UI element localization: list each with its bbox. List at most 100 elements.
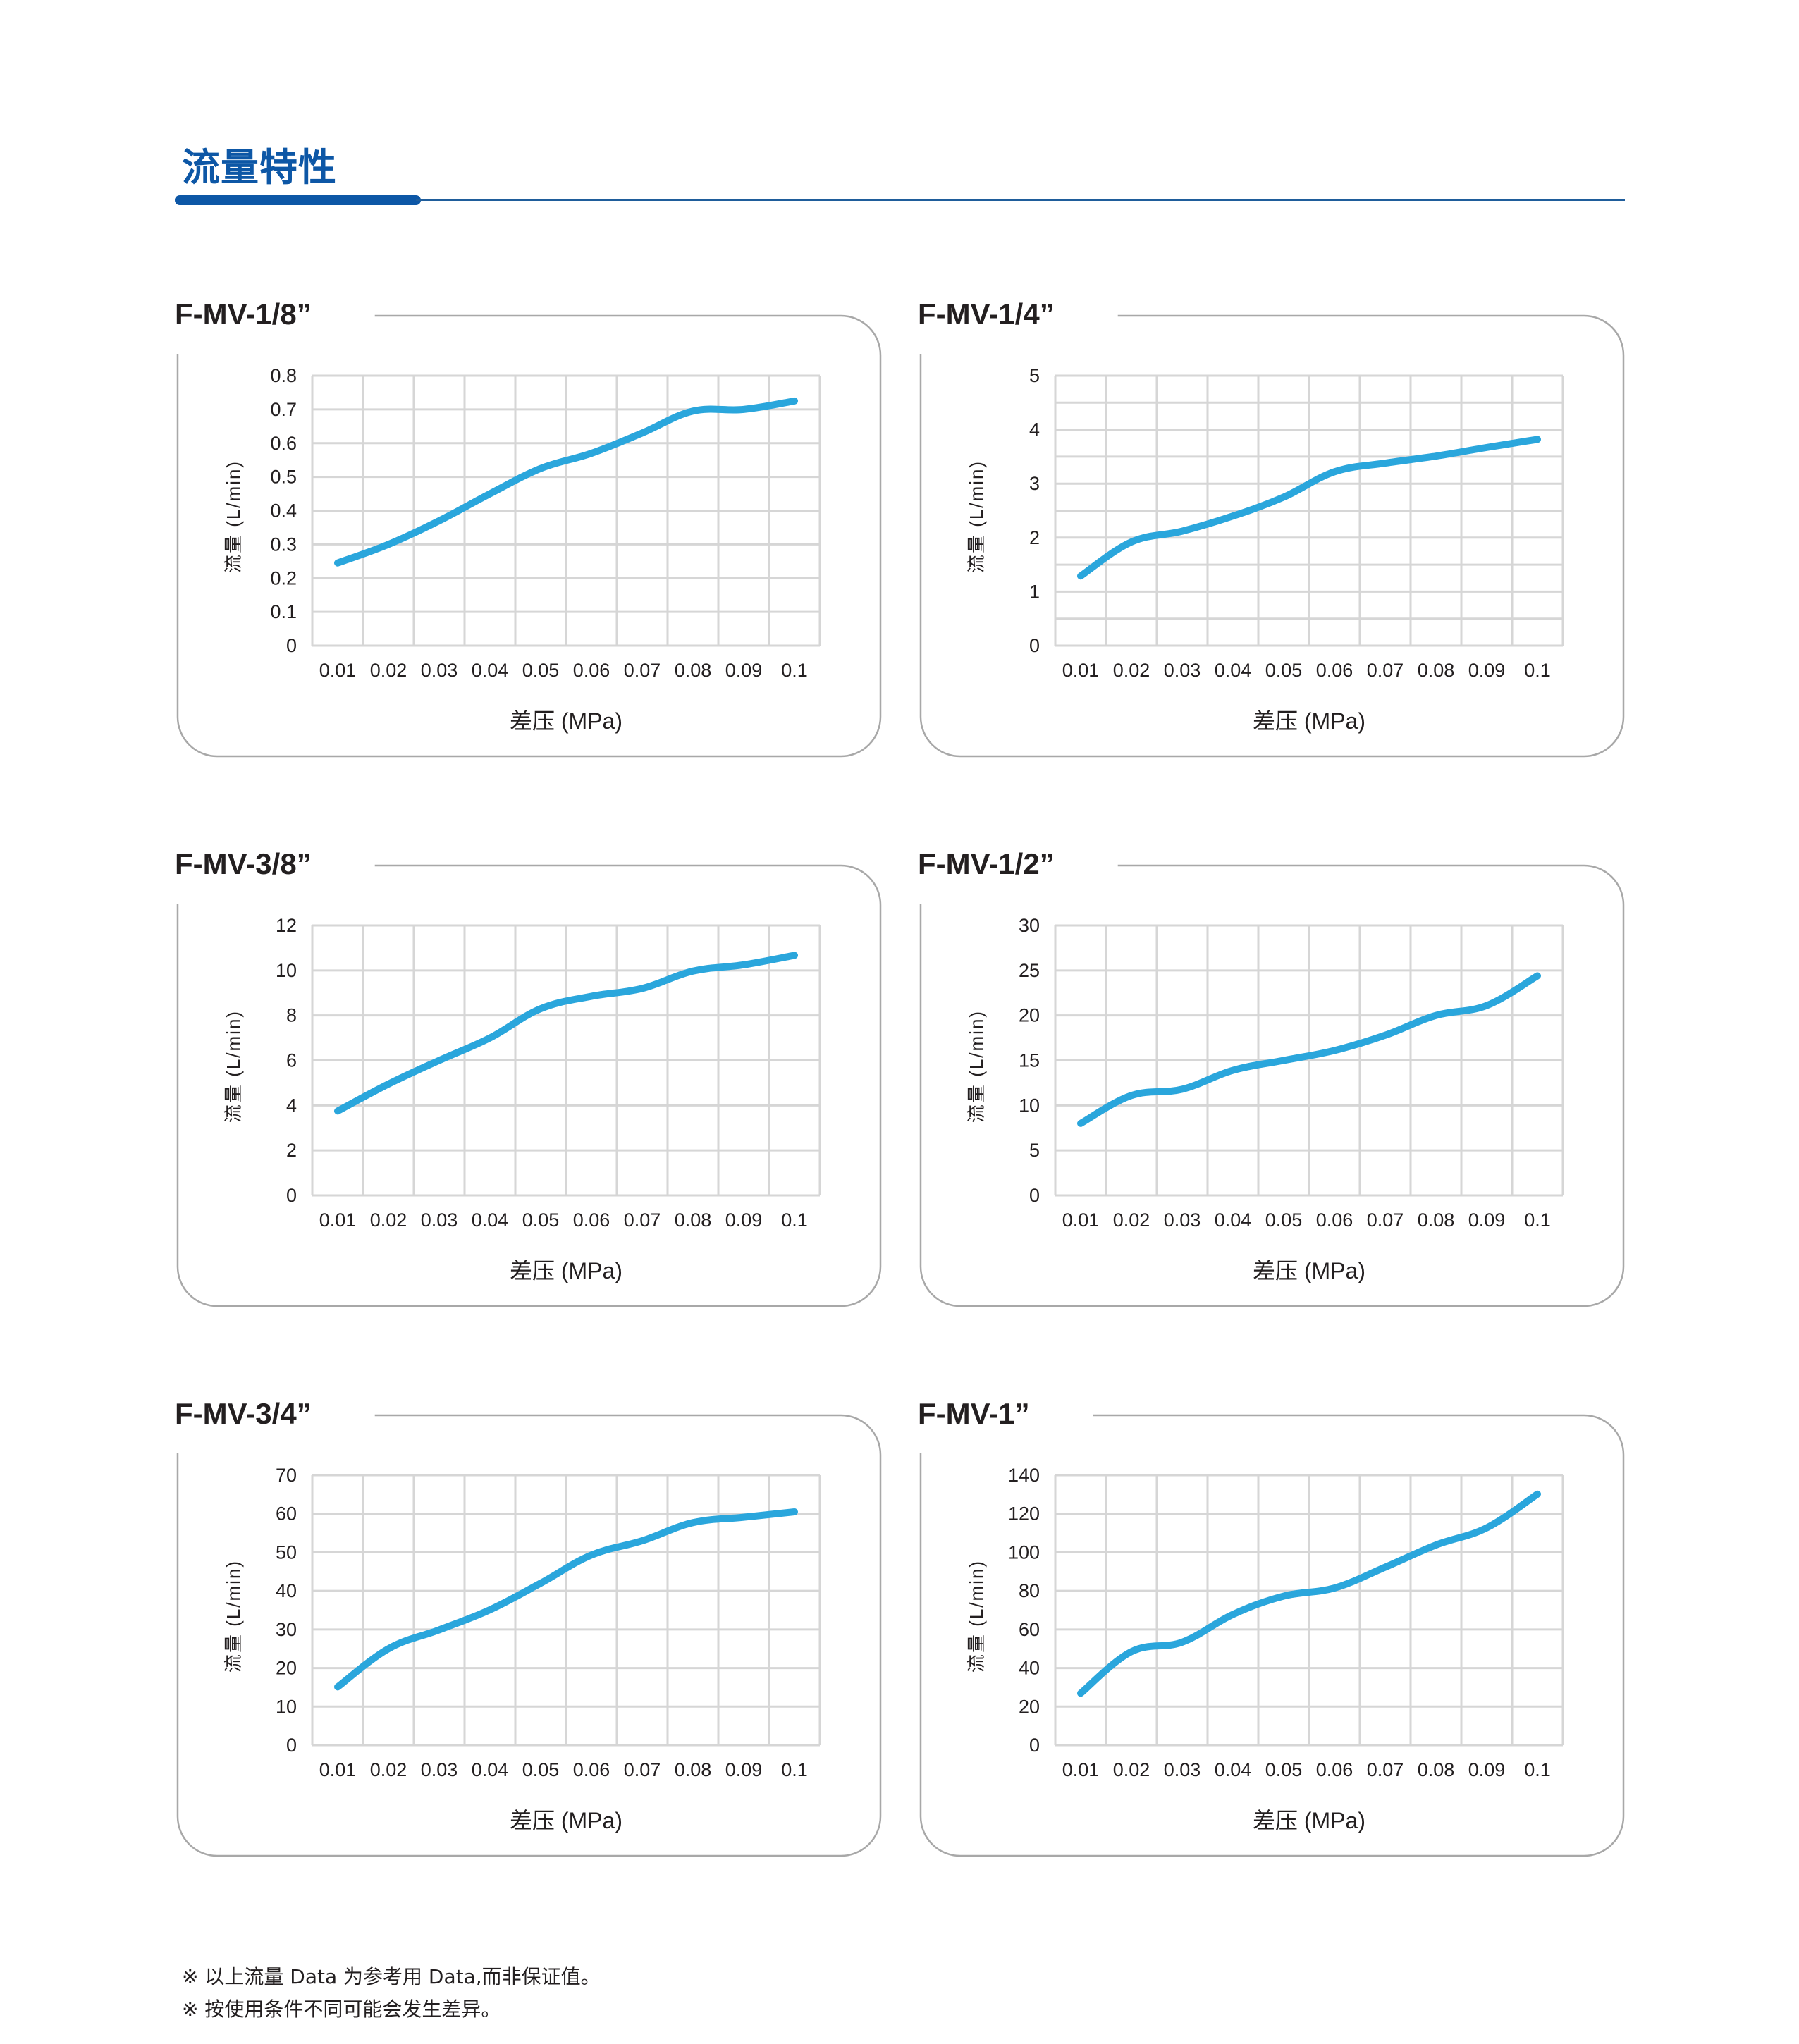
y-tick-label: 3 [1029,473,1040,494]
x-tick-label: 0.05 [1265,1759,1303,1780]
y-tick-label: 140 [1008,1465,1040,1486]
x-tick-label: 0.06 [573,660,610,681]
x-tick-label: 0.08 [1418,1209,1455,1231]
y-tick-label: 30 [276,1619,297,1640]
x-tick-label: 0.07 [1367,660,1404,681]
y-tick-label: 6 [286,1050,297,1071]
y-tick-label: 40 [276,1580,297,1601]
card-border [919,1414,1625,1857]
x-tick-label: 0.04 [472,1209,509,1231]
y-axis-title: 流量 (L/min) [223,1010,244,1123]
y-tick-label: 15 [1019,1050,1040,1071]
x-tick-label: 0.09 [725,1759,763,1780]
plot-grid [311,374,821,647]
x-tick-label: 0.07 [1367,1759,1404,1780]
y-tick-label: 8 [286,1005,297,1026]
y-tick-label: 120 [1008,1503,1040,1525]
y-tick-label: 30 [1019,915,1040,936]
y-tick-label: 0 [1029,1735,1040,1756]
x-tick-label: 0.07 [624,660,661,681]
chart-card: F-MV-1/8” 0 0.1 0.2 0.3 0.4 0.5 0.6 0.7 0.8 0.01 0.… [175,297,882,758]
y-tick-label: 10 [1019,1095,1040,1116]
chart-card: F-MV-1/4” 0 1 2 3 4 5 0.01 0.02 0.03 0.04 0.05 0.06 0… [918,297,1625,758]
x-tick-label: 0.1 [1524,1209,1551,1231]
y-tick-label: 0 [286,635,297,656]
x-tick-label: 0.01 [319,1759,357,1780]
y-tick-label: 0.2 [270,567,297,589]
chart-card: F-MV-3/8” 0 2 4 6 8 10 12 0.01 0.02 0.03 0.04 0.05 0.… [175,847,882,1307]
x-tick-label: 0.01 [319,660,357,681]
x-tick-label: 0.07 [624,1209,661,1231]
title-divider [416,199,1625,201]
plot-grid [1054,924,1564,1197]
y-tick-label: 0.3 [270,534,297,555]
card-border [919,864,1625,1307]
x-tick-label: 0.03 [1164,660,1201,681]
x-tick-label: 0.04 [472,660,509,681]
x-axis-title: 差压 (MPa) [1253,1258,1365,1283]
y-axis-title: 流量 (L/min) [966,460,987,573]
x-tick-label: 0.01 [1062,1209,1100,1231]
y-tick-label: 0.1 [270,601,297,622]
card-border [176,314,882,758]
y-axis-title: 流量 (L/min) [223,1560,244,1673]
x-tick-label: 0.1 [781,660,808,681]
x-tick-label: 0.09 [1468,1759,1506,1780]
chart-card: F-MV-3/4” 0 10 20 30 40 50 60 70 0.01 0.02 0.03 0.04… [175,1397,882,1857]
x-axis-title: 差压 (MPa) [510,1258,622,1283]
y-tick-label: 70 [276,1465,297,1486]
y-tick-label: 25 [1019,960,1040,981]
y-tick-label: 10 [276,1696,297,1717]
chart-title: F-MV-3/4” [175,1397,312,1430]
y-tick-label: 0 [1029,635,1040,656]
x-tick-label: 0.05 [1265,660,1303,681]
y-tick-label: 0.6 [270,433,297,454]
y-tick-label: 0.8 [270,365,297,386]
y-tick-label: 2 [1029,527,1040,548]
y-tick-label: 1 [1029,581,1040,602]
x-tick-label: 0.1 [1524,660,1551,681]
x-tick-label: 0.04 [1215,1759,1252,1780]
page-title: 流量特性 [182,145,337,190]
x-tick-label: 0.09 [1468,660,1506,681]
x-tick-label: 0.03 [1164,1209,1201,1231]
y-axis-title: 流量 (L/min) [966,1010,987,1123]
x-tick-label: 0.06 [1316,660,1353,681]
y-tick-label: 10 [276,960,297,981]
x-tick-label: 0.09 [725,1209,763,1231]
chart-card: F-MV-1/2” 0 5 10 15 20 25 30 0.01 0.02 0.03 0.04 0.0… [918,847,1625,1307]
y-tick-label: 20 [1019,1005,1040,1026]
series-line [1077,436,1541,580]
y-tick-label: 2 [286,1140,297,1161]
title-accent-bar [175,195,421,205]
x-tick-label: 0.06 [1316,1209,1353,1231]
y-tick-label: 100 [1008,1541,1040,1563]
y-tick-label: 5 [1029,1140,1040,1161]
y-tick-label: 12 [276,915,297,936]
x-axis-title: 差压 (MPa) [1253,1808,1365,1833]
x-tick-label: 0.1 [1524,1759,1551,1780]
x-tick-label: 0.03 [1164,1759,1201,1780]
y-tick-label: 60 [276,1503,297,1525]
y-tick-label: 5 [1029,365,1040,386]
y-tick-label: 4 [286,1095,297,1116]
y-tick-label: 20 [1019,1696,1040,1717]
x-tick-label: 0.09 [1468,1209,1506,1231]
x-tick-label: 0.06 [573,1209,610,1231]
y-tick-label: 40 [1019,1658,1040,1679]
x-tick-label: 0.08 [675,1209,712,1231]
x-tick-label: 0.1 [781,1209,808,1231]
x-tick-label: 0.08 [1418,660,1455,681]
card-border [919,314,1625,758]
card-border [176,864,882,1307]
y-tick-label: 80 [1019,1580,1040,1601]
x-tick-label: 0.04 [1215,1209,1252,1231]
x-tick-label: 0.09 [725,660,763,681]
x-tick-label: 0.08 [675,660,712,681]
x-tick-label: 0.06 [573,1759,610,1780]
series-line [334,1508,798,1691]
y-tick-label: 0.5 [270,467,297,488]
x-tick-label: 0.02 [1113,660,1150,681]
y-tick-label: 60 [1019,1619,1040,1640]
series-line [1077,1490,1541,1697]
